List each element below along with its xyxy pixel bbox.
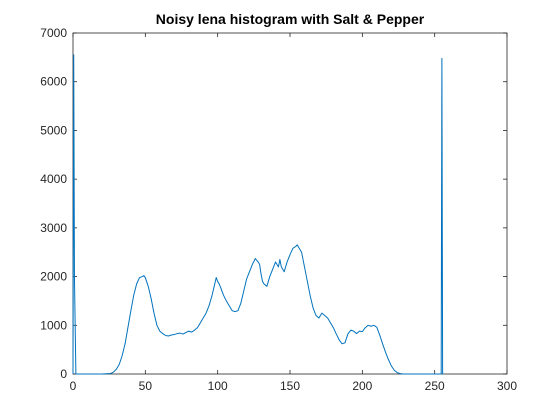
x-tick-label: 300 — [497, 379, 517, 393]
y-tick-label: 5000 — [40, 123, 67, 137]
x-tick-label: 100 — [208, 379, 228, 393]
y-tick-label: 7000 — [40, 26, 67, 40]
chart-title: Noisy lena histogram with Salt & Pepper — [156, 11, 425, 27]
y-tick-label: 3000 — [40, 221, 67, 235]
y-tick-label: 2000 — [40, 270, 67, 284]
y-tick-label: 6000 — [40, 75, 67, 89]
x-tick-label: 200 — [352, 379, 372, 393]
axes-box — [72, 32, 508, 375]
x-tick-label: 0 — [70, 379, 77, 393]
x-tick-label: 150 — [280, 379, 300, 393]
x-tick-label: 50 — [139, 379, 153, 393]
y-tick-label: 4000 — [40, 172, 67, 186]
y-tick-label: 0 — [60, 367, 67, 381]
y-tick-label: 1000 — [40, 318, 67, 332]
y-axis-ticks: 0 1000 2000 3000 4000 5000 6000 7000 — [40, 26, 507, 381]
histogram-line — [72, 54, 444, 375]
x-tick-label: 250 — [425, 379, 445, 393]
x-axis-ticks: 0 50 100 150 200 250 300 — [70, 33, 517, 393]
